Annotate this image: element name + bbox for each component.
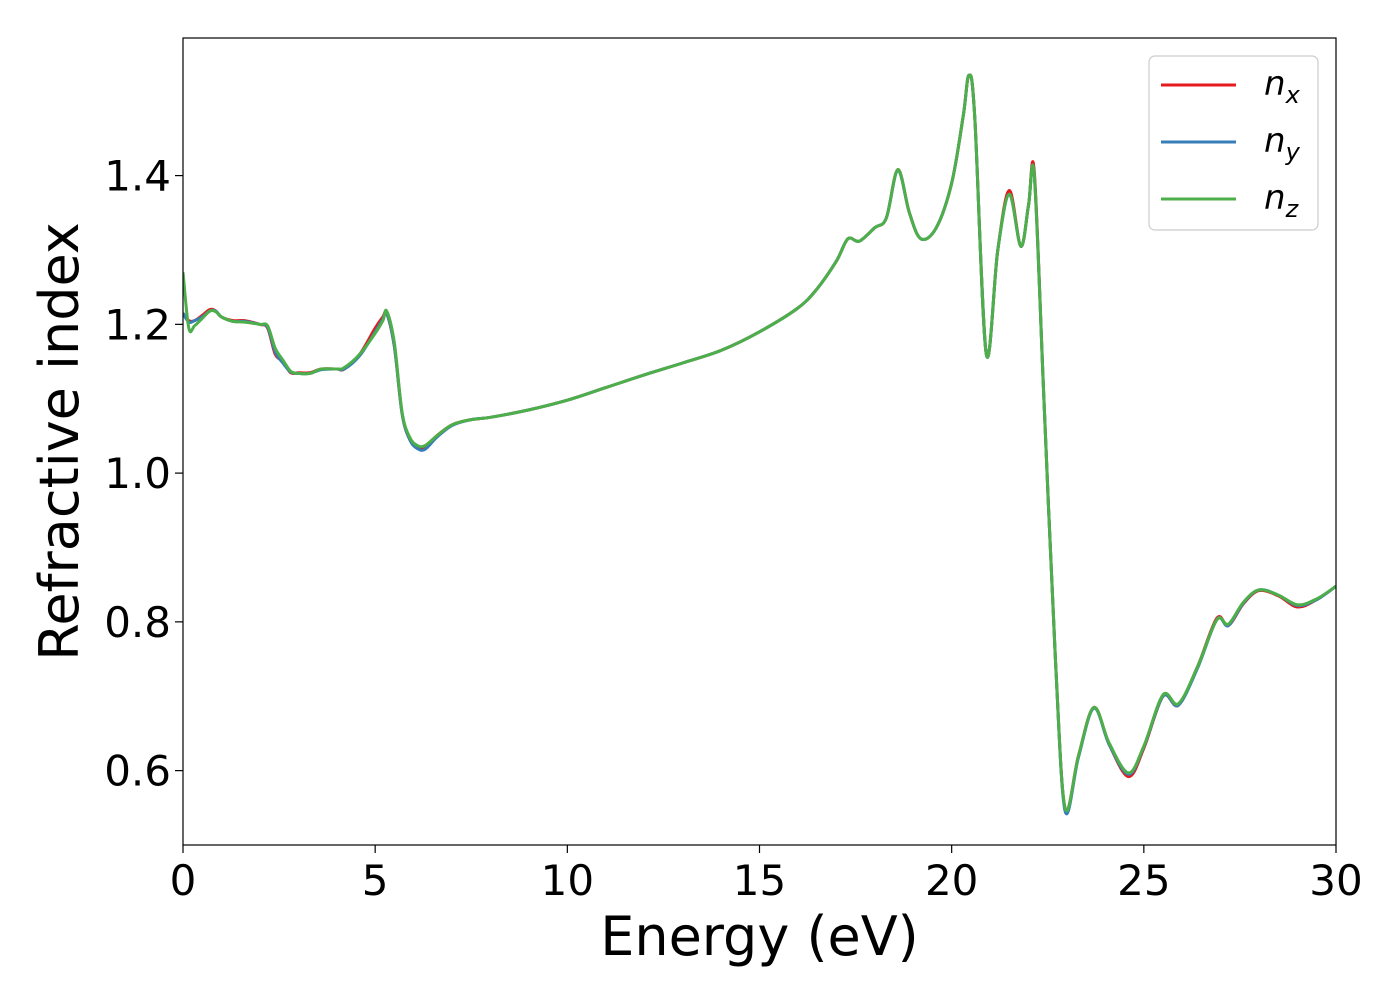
x-tick-label: 25 — [1117, 856, 1170, 905]
x-tick-label: 10 — [541, 856, 594, 905]
y-tick-label: 0.8 — [104, 598, 171, 647]
x-tick-label: 15 — [733, 856, 786, 905]
y-axis-title: Refractive index — [28, 222, 91, 661]
x-axis-title: Energy (eV) — [600, 905, 919, 968]
x-tick-label: 5 — [362, 856, 389, 905]
x-tick-label: 20 — [925, 856, 978, 905]
y-tick-label: 1.4 — [104, 152, 171, 201]
y-tick-label: 0.6 — [104, 747, 171, 796]
y-tick-label: 1.0 — [104, 449, 171, 498]
x-tick-label: 0 — [170, 856, 197, 905]
x-tick-label: 30 — [1309, 856, 1362, 905]
y-tick-label: 1.2 — [104, 300, 171, 349]
